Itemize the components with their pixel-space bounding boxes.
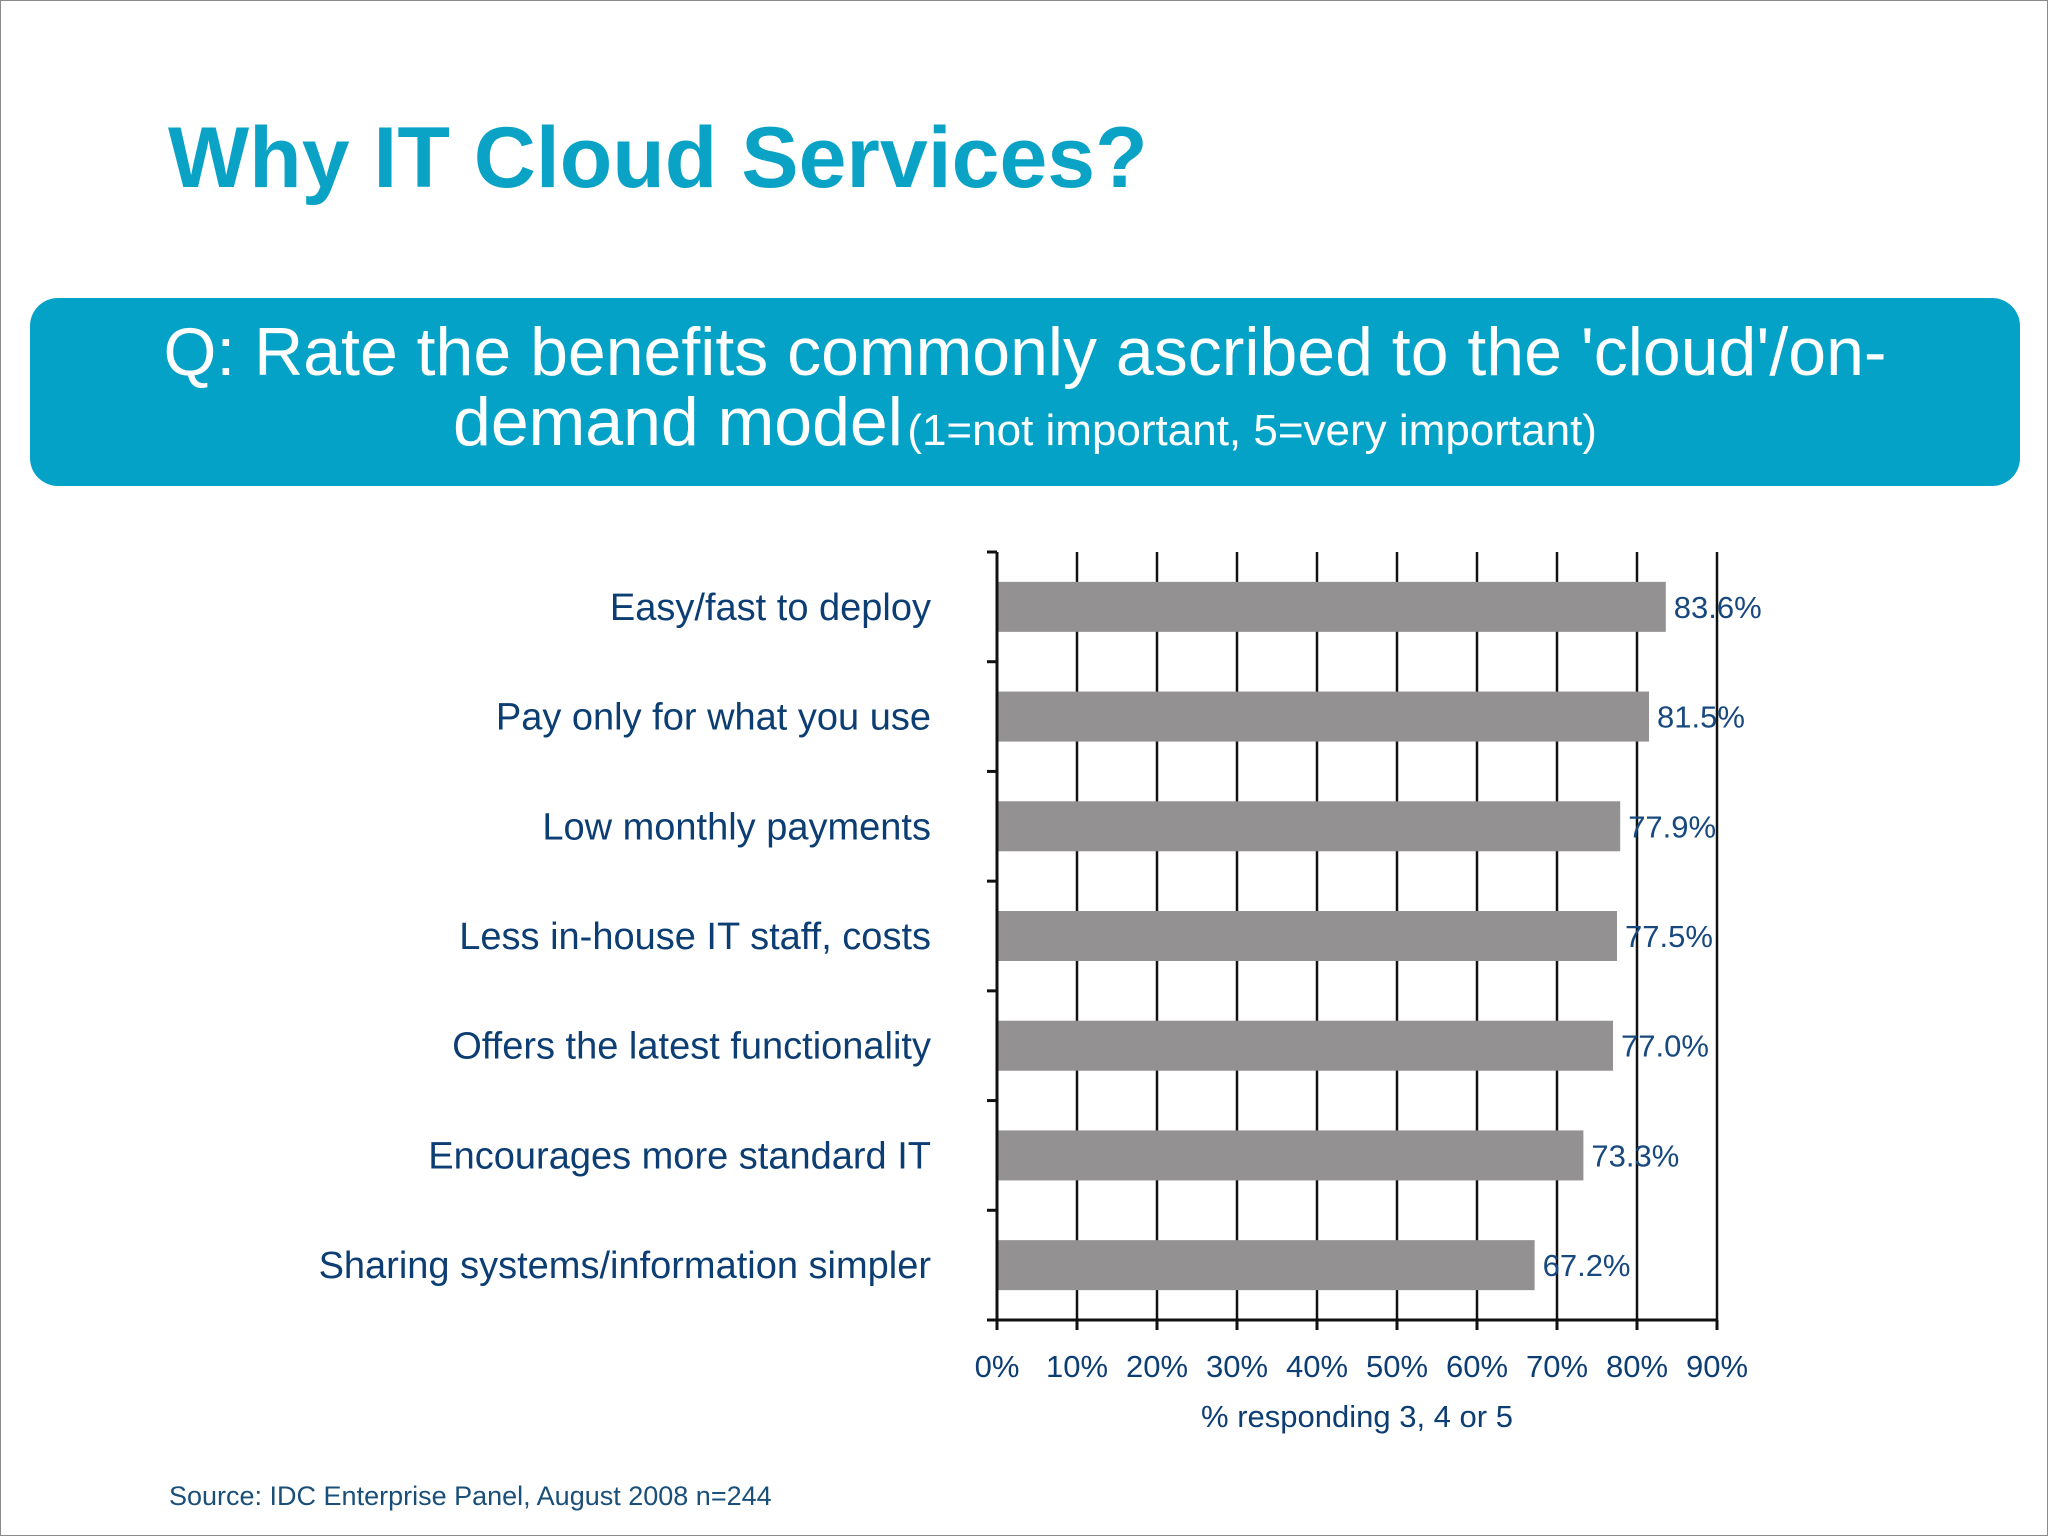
question-banner: Q: Rate the benefits commonly ascribed t… (30, 298, 2020, 486)
x-tick-label: 0% (975, 1349, 1020, 1384)
x-tick-label: 60% (1446, 1349, 1508, 1384)
x-tick-label: 40% (1286, 1349, 1348, 1384)
bar (997, 581, 1666, 632)
bar-value-label: 77.9% (1628, 809, 1716, 844)
category-label: Pay only for what you use (496, 697, 931, 739)
bar (997, 801, 1621, 852)
bar-value-label: 73.3% (1591, 1138, 1679, 1173)
x-tick-label: 10% (1046, 1349, 1108, 1384)
bars (997, 581, 1666, 1291)
x-axis-title: % responding 3, 4 or 5 (1201, 1399, 1513, 1434)
category-label: Encourages more standard IT (428, 1135, 931, 1177)
category-label: Low monthly payments (542, 806, 931, 848)
category-label: Less in-house IT staff, costs (459, 916, 931, 958)
bar (997, 911, 1617, 961)
category-label: Sharing systems/information simpler (319, 1245, 932, 1287)
bar-value-label: 77.5% (1625, 919, 1713, 954)
bar-value-label: 83.6% (1674, 590, 1762, 625)
bar-value-label: 81.5% (1657, 700, 1745, 735)
bar (997, 1020, 1613, 1071)
x-tick-label: 30% (1206, 1349, 1268, 1384)
x-tick-label: 70% (1526, 1349, 1588, 1384)
source-note: Source: IDC Enterprise Panel, August 200… (169, 1481, 772, 1511)
slide-title: Why IT Cloud Services? (168, 110, 1148, 206)
x-tick-label: 20% (1126, 1349, 1188, 1384)
labels: 0% 10% 20% 30% 40% 50% 60% 70% 80% 90% 83.6% Easy/f… (319, 587, 1762, 1384)
question-text-line2: demand model (1=not important, 5=very im… (30, 386, 2020, 477)
question-text-line1: Q: Rate the benefits commonly ascribed t… (163, 314, 1887, 390)
x-tick-label: 50% (1366, 1349, 1428, 1384)
axes (987, 550, 1719, 1330)
rating-scale-note: (1=not important, 5=very important) (907, 406, 1597, 455)
bar (997, 1130, 1584, 1181)
bar-value-label: 77.0% (1621, 1029, 1709, 1064)
category-label: Offers the latest functionality (452, 1026, 931, 1068)
bar-value-label: 67.2% (1543, 1248, 1631, 1283)
bar (997, 1240, 1535, 1291)
question-text-line2-main: demand model (453, 384, 903, 460)
bar (997, 691, 1649, 742)
x-tick-label: 80% (1606, 1349, 1668, 1384)
category-label: Easy/fast to deploy (610, 587, 931, 629)
x-tick-label: 90% (1686, 1349, 1748, 1384)
